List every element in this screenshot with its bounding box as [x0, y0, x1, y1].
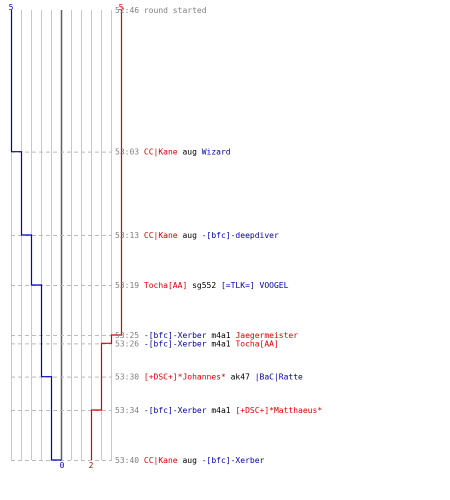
event-time: 53:26 [115, 339, 144, 348]
blue-start-count: 5 [9, 3, 14, 12]
blue-end-count: 0 [60, 461, 65, 470]
event-text-part: -[bfc]-deepdiver [202, 231, 279, 240]
red-end-count: 2 [89, 461, 94, 470]
event-text-part: Tocha[AA] [144, 281, 187, 290]
event-text-part: [=TLK=] VOOGEL [221, 281, 289, 290]
event-time: 53:34 [115, 406, 144, 415]
event-text-part: [+DSC+]*Matthaeus* [235, 406, 322, 415]
event-text-part: Tocha[AA] [235, 339, 278, 348]
event-time: 53:03 [115, 148, 144, 157]
event-time: 53:40 [115, 456, 144, 465]
event-text-part: [+DSC+]*Johannes* [144, 373, 226, 382]
event-time: 53:19 [115, 281, 144, 290]
event-row: 53:30 [+DSC+]*Johannes* ak47 |BaC|Ratte [115, 373, 303, 382]
event-row: 53:34 -[bfc]-Xerber m4a1 [+DSC+]*Matthae… [115, 406, 322, 415]
event-text-part: -[bfc]-Xerber [144, 339, 207, 348]
event-text-part: -[bfc]-Xerber [144, 331, 207, 340]
event-row: 53:19 Tocha[AA] sg552 [=TLK=] VOOGEL [115, 281, 289, 290]
event-text-part: -[bfc]-Xerber [144, 406, 207, 415]
red-team-step-line [90, 10, 123, 460]
event-text-part: CC|Kane [144, 231, 178, 240]
event-time: 52:46 [115, 6, 144, 15]
event-time: 53:13 [115, 231, 144, 240]
event-row: 53:26 -[bfc]-Xerber m4a1 Tocha[AA] [115, 339, 279, 348]
event-text-part: Jaegermeister [235, 331, 298, 340]
event-row: 53:25 -[bfc]-Xerber m4a1 Jaegermeister [115, 331, 298, 340]
event-text-part: round started [144, 6, 207, 15]
event-text-part: CC|Kane [144, 456, 178, 465]
event-text-part: sg552 [187, 281, 221, 290]
event-text-part: |BaC|Ratte [255, 373, 303, 382]
event-text-part: m4a1 [207, 331, 236, 340]
event-text-part: CC|Kane [144, 148, 178, 157]
event-text-part: Wizard [202, 148, 231, 157]
event-text-part: m4a1 [207, 339, 236, 348]
event-text-part: aug [178, 456, 202, 465]
blue-team-step-line [10, 10, 62, 461]
event-row: 53:13 CC|Kane aug -[bfc]-deepdiver [115, 231, 279, 240]
event-row: 53:40 CC|Kane aug -[bfc]-Xerber [115, 456, 265, 465]
event-time: 53:25 [115, 331, 144, 340]
red-start-count: 5 [119, 3, 124, 12]
event-text-part: m4a1 [207, 406, 236, 415]
event-text-part: ak47 [226, 373, 255, 382]
event-time: 53:30 [115, 373, 144, 382]
event-text-part: aug [178, 231, 202, 240]
event-text-part: -[bfc]-Xerber [202, 456, 265, 465]
event-row: 52:46 round started [115, 6, 207, 15]
event-text-part: aug [178, 148, 202, 157]
event-row: 53:03 CC|Kane aug Wizard [115, 148, 231, 157]
